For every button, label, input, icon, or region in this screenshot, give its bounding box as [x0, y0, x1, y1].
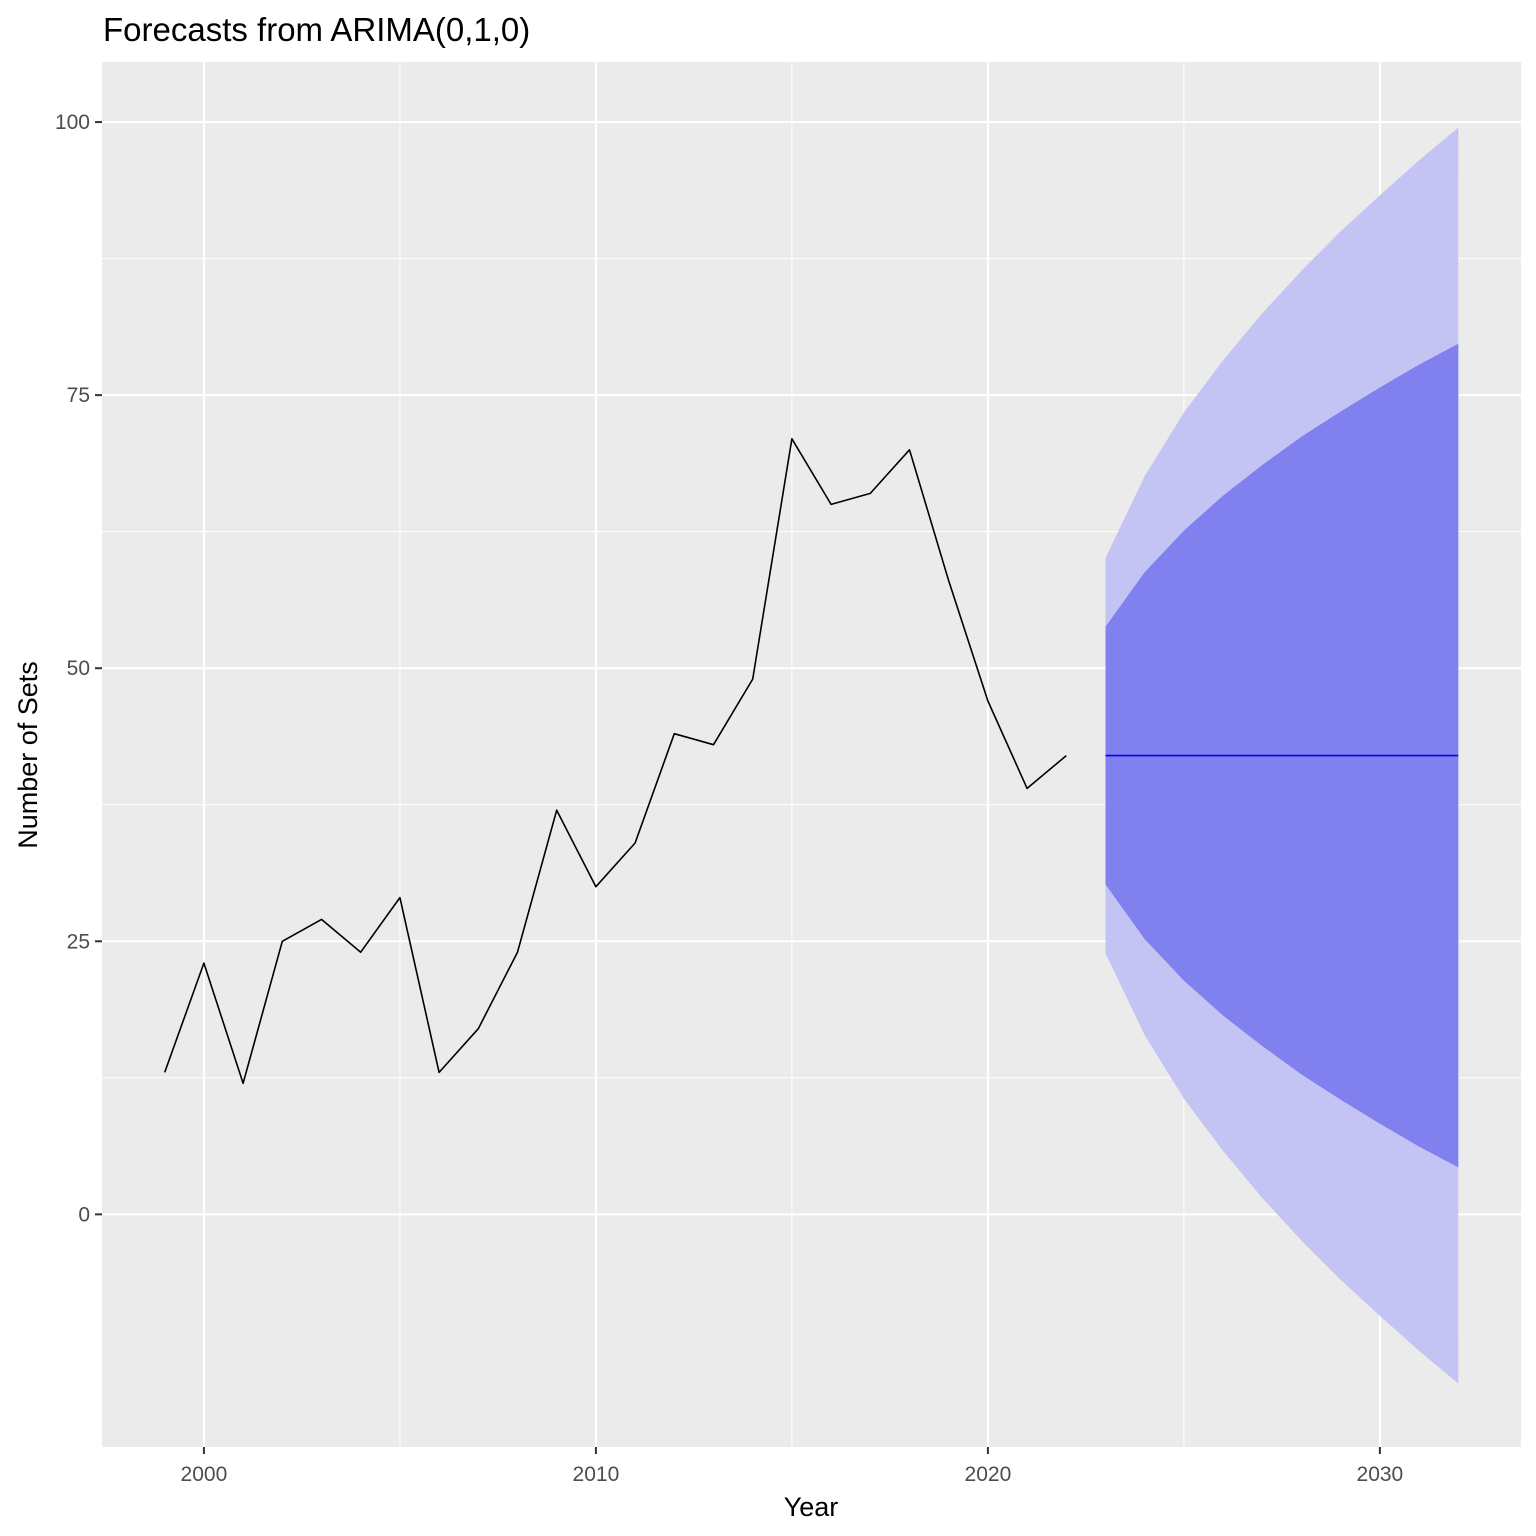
chart-title: Forecasts from ARIMA(0,1,0) [103, 11, 530, 48]
x-tick-label: 2030 [1357, 1463, 1404, 1486]
y-tick-label: 75 [67, 384, 90, 407]
x-tick-label: 2010 [573, 1463, 620, 1486]
y-tick-label: 0 [78, 1203, 90, 1226]
x-tick-label: 2020 [965, 1463, 1012, 1486]
observed-series-line [163, 437, 1067, 1085]
y-tick-label: 50 [67, 657, 90, 680]
data-lines [163, 437, 1459, 1085]
y-axis-ticks: 0 25 50 75 100 [55, 111, 102, 1226]
y-axis-title: Number of Sets [13, 661, 43, 849]
y-tick-label: 100 [55, 111, 90, 134]
x-tick-label: 2000 [181, 1463, 228, 1486]
x-axis-ticks: 2000 2010 2020 2030 [181, 1447, 1404, 1486]
y-tick-label: 25 [67, 930, 90, 953]
x-axis-title: Year [784, 1492, 839, 1522]
